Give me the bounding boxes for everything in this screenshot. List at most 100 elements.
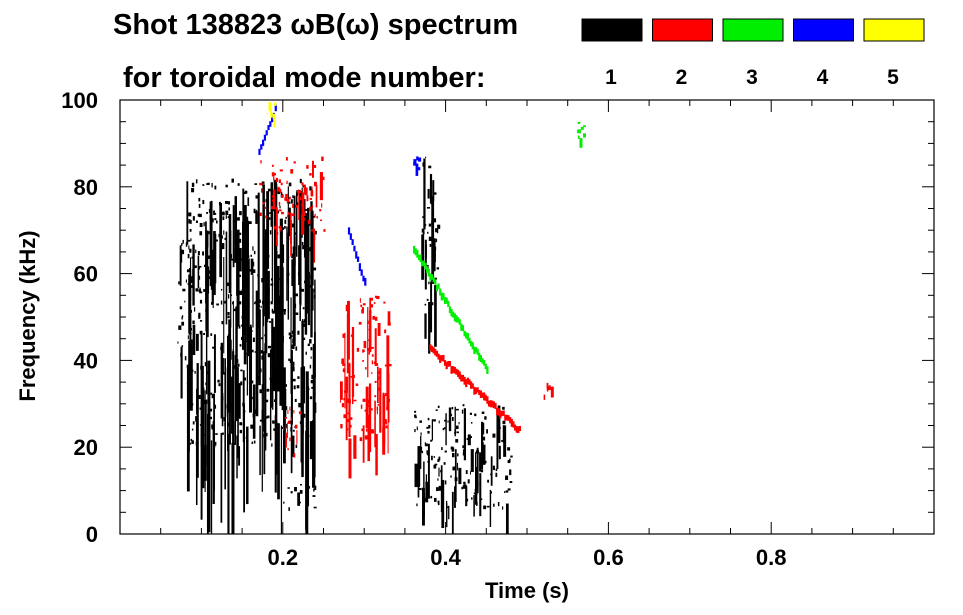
spectral-mark <box>497 407 500 416</box>
spectral-mark <box>470 422 473 424</box>
spectral-mark <box>214 441 217 446</box>
spectral-mark <box>301 213 305 235</box>
spectral-mark <box>371 429 374 432</box>
spectral-mark <box>254 351 256 353</box>
spectral-mark <box>356 347 360 352</box>
spectral-mark <box>265 215 267 219</box>
spectral-mark <box>304 187 308 196</box>
spectral-mark <box>463 408 467 461</box>
spectral-mark <box>502 420 506 425</box>
spectral-mark <box>295 312 299 315</box>
spectral-mark <box>292 366 295 372</box>
spectral-mark <box>192 421 195 425</box>
spectral-mark <box>431 455 433 461</box>
spectral-mark <box>299 501 301 504</box>
spectral-mark <box>444 450 447 453</box>
x-tick-label: 0.6 <box>593 545 624 570</box>
spectral-mark <box>312 215 315 218</box>
spectral-mark <box>184 356 187 361</box>
spectral-mark <box>421 450 424 454</box>
spectral-mark <box>279 295 283 406</box>
spectral-mark <box>293 385 296 390</box>
spectral-mark <box>250 254 252 257</box>
spectral-mark <box>515 426 518 433</box>
spectral-mark <box>297 330 300 335</box>
spectral-mark <box>311 235 315 240</box>
spectral-mark <box>257 274 259 277</box>
spectral-mark <box>478 352 481 361</box>
spectral-mark <box>425 500 429 503</box>
spectral-mark <box>347 412 350 415</box>
spectral-mark <box>310 201 313 338</box>
spectral-mark <box>186 181 189 245</box>
spectral-mark <box>509 417 512 424</box>
spectral-mark <box>290 199 293 204</box>
spectral-mark <box>377 371 380 375</box>
y-axis-label: Frequency (kHz) <box>15 230 40 401</box>
spectral-mark <box>482 436 486 441</box>
spectral-mark <box>427 417 430 421</box>
spectral-mark <box>283 389 287 418</box>
spectral-mark <box>279 188 282 194</box>
spectral-mark <box>462 404 465 407</box>
spectral-mark <box>371 354 374 357</box>
spectral-mark <box>429 273 432 281</box>
spectral-mark <box>509 469 512 476</box>
spectral-mark <box>456 317 460 323</box>
spectral-mark <box>198 265 200 270</box>
spectral-mark <box>433 246 436 263</box>
spectral-mark <box>287 236 289 239</box>
spectral-mark <box>211 249 214 305</box>
spectral-mark <box>207 392 211 396</box>
spectral-mark <box>465 379 468 388</box>
spectral-mark <box>443 296 447 304</box>
spectral-mark <box>474 387 478 394</box>
spectral-mark <box>323 229 326 232</box>
spectral-mark <box>296 385 300 389</box>
y-tick-label: 80 <box>74 175 98 200</box>
spectral-mark <box>179 245 182 286</box>
spectral-mark <box>278 179 281 184</box>
spectral-mark <box>470 341 473 347</box>
spectral-mark <box>288 256 290 259</box>
spectral-mark <box>414 463 418 488</box>
spectral-mark <box>481 392 484 398</box>
spectral-mark <box>199 330 203 335</box>
spectral-mark <box>483 505 487 510</box>
spectral-mark <box>224 200 229 204</box>
spectral-mark <box>222 216 225 221</box>
spectral-mark <box>182 288 186 292</box>
spectral-mark <box>489 489 492 527</box>
spectral-mark <box>281 400 285 411</box>
spectral-mark <box>289 437 291 442</box>
spectral-mark <box>232 301 234 305</box>
spectral-mark <box>280 191 283 195</box>
spectral-mark <box>220 300 223 305</box>
spectral-mark <box>286 180 288 184</box>
spectral-mark <box>290 427 292 432</box>
spectral-mark <box>358 321 362 325</box>
spectral-mark <box>450 309 453 317</box>
spectral-mark <box>387 311 391 325</box>
spectral-mark <box>346 398 349 404</box>
spectral-mark <box>239 211 242 216</box>
spectral-mark <box>287 410 289 414</box>
spectral-mark <box>426 298 429 301</box>
spectral-mark <box>225 184 228 188</box>
spectral-mark <box>253 208 256 214</box>
spectral-mark <box>470 381 473 389</box>
spectral-mark <box>294 486 297 492</box>
spectral-mark <box>214 278 216 281</box>
spectral-mark <box>507 415 510 421</box>
spectral-mark <box>234 224 237 227</box>
spectral-mark <box>280 182 283 186</box>
spectral-mark <box>199 320 203 322</box>
spectral-mark <box>239 422 243 426</box>
spectral-mark <box>466 377 469 384</box>
spectral-mark <box>421 487 425 491</box>
spectral-mark <box>363 349 365 353</box>
spectral-mark <box>430 274 434 280</box>
spectral-mark <box>222 357 224 375</box>
spectral-mark <box>384 364 388 367</box>
